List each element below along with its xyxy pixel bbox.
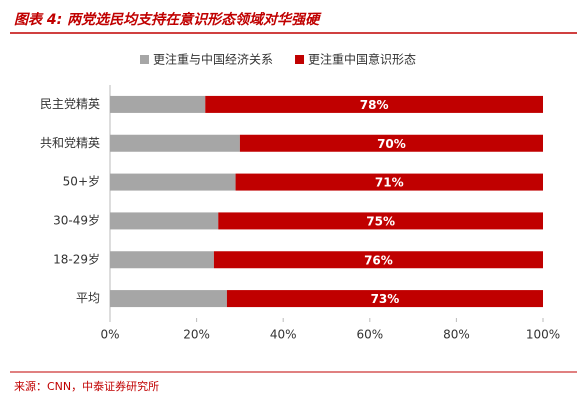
legend-swatch: [140, 55, 149, 64]
y-tick-label: 30-49岁: [53, 212, 100, 227]
bar-segment: [110, 290, 227, 308]
bar-segment: [110, 251, 214, 269]
bar-segment: [213, 251, 544, 269]
bar-segment: [110, 95, 206, 113]
y-tick-label: 共和党精英: [40, 135, 100, 150]
x-tick-label: 20%: [183, 328, 210, 342]
x-tick-label: 80%: [443, 328, 470, 342]
bar-segment: [239, 134, 543, 152]
x-tick-label: 40%: [270, 328, 297, 342]
x-tick-label: 60%: [356, 328, 383, 342]
value-label: 70%: [377, 137, 406, 151]
bar-segment: [235, 173, 543, 191]
x-tick-label: 0%: [100, 328, 119, 342]
bar-segment: [205, 95, 543, 113]
source: 来源：CNN，中泰证券研究所: [14, 379, 159, 393]
y-tick-label: 平均: [76, 291, 100, 305]
value-label: 78%: [360, 98, 389, 112]
y-tick-label: 50+岁: [63, 174, 100, 189]
value-label: 71%: [375, 176, 404, 190]
bar-segment: [110, 212, 219, 230]
value-label: 76%: [364, 253, 393, 267]
y-tick-label: 18-29岁: [53, 251, 100, 266]
y-tick-label: 民主党精英: [40, 96, 100, 111]
legend-label: 更注重中国意识形态: [308, 52, 416, 67]
value-label: 75%: [366, 214, 395, 228]
chart-title: 图表 4: 两党选民均支持在意识形态领域对华强硬: [14, 11, 322, 28]
x-tick-label: 100%: [526, 328, 560, 342]
bar-segment: [226, 290, 543, 308]
bar-segment: [218, 212, 543, 230]
value-label: 73%: [371, 292, 400, 306]
bar-segment: [110, 134, 240, 152]
bar-segment: [110, 173, 236, 191]
legend-label: 更注重与中国经济关系: [153, 52, 273, 67]
legend-swatch: [295, 55, 305, 64]
